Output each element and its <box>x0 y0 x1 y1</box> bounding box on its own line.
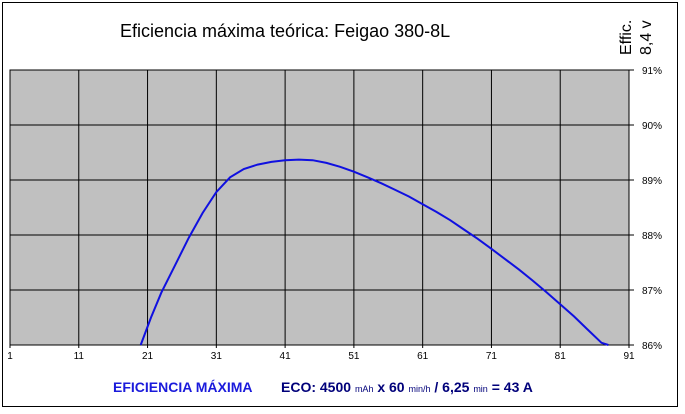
x-tick-label: 1 <box>7 351 13 362</box>
x-tick-label: 61 <box>417 351 429 362</box>
unit-mah: mAh <box>354 384 374 394</box>
x-tick-label: 81 <box>555 351 567 362</box>
y-tick-label: 90% <box>642 121 662 132</box>
chart-title: Eficiencia máxima teórica: Feigao 380-8L <box>120 21 451 41</box>
y-tick-label: 87% <box>642 286 662 297</box>
x-tick-label: 51 <box>348 351 360 362</box>
unit-minh: min/h <box>408 384 431 394</box>
eco-value: ECO: 4500 <box>281 379 352 395</box>
divisor-value: / 6,25 <box>434 379 470 395</box>
eco-formula: ECO: 4500 mAh x 60 min/h / 6,25 min = 43… <box>281 379 533 395</box>
unit-min: min <box>473 384 488 394</box>
y-tick-label: 89% <box>642 176 662 187</box>
legend-entry: EFICIENCIA MÁXIMA <box>113 379 253 395</box>
x-tick-label: 41 <box>280 351 292 362</box>
plot-border <box>9 69 630 346</box>
series-line <box>139 158 609 346</box>
x-tick-label: 11 <box>74 351 85 362</box>
x-tick-label: 71 <box>486 351 498 362</box>
result-value: = 43 A <box>491 379 533 395</box>
plot-area <box>10 70 629 345</box>
x-tick-label: 21 <box>142 351 154 362</box>
x-tick-label: 31 <box>211 351 223 362</box>
x-tick-label: 91 <box>623 351 635 362</box>
y-tick-label: 91% <box>642 66 662 77</box>
y-tick-label: 86% <box>642 341 662 352</box>
times-value: x 60 <box>377 379 405 395</box>
y-tick-label: 88% <box>642 231 662 242</box>
